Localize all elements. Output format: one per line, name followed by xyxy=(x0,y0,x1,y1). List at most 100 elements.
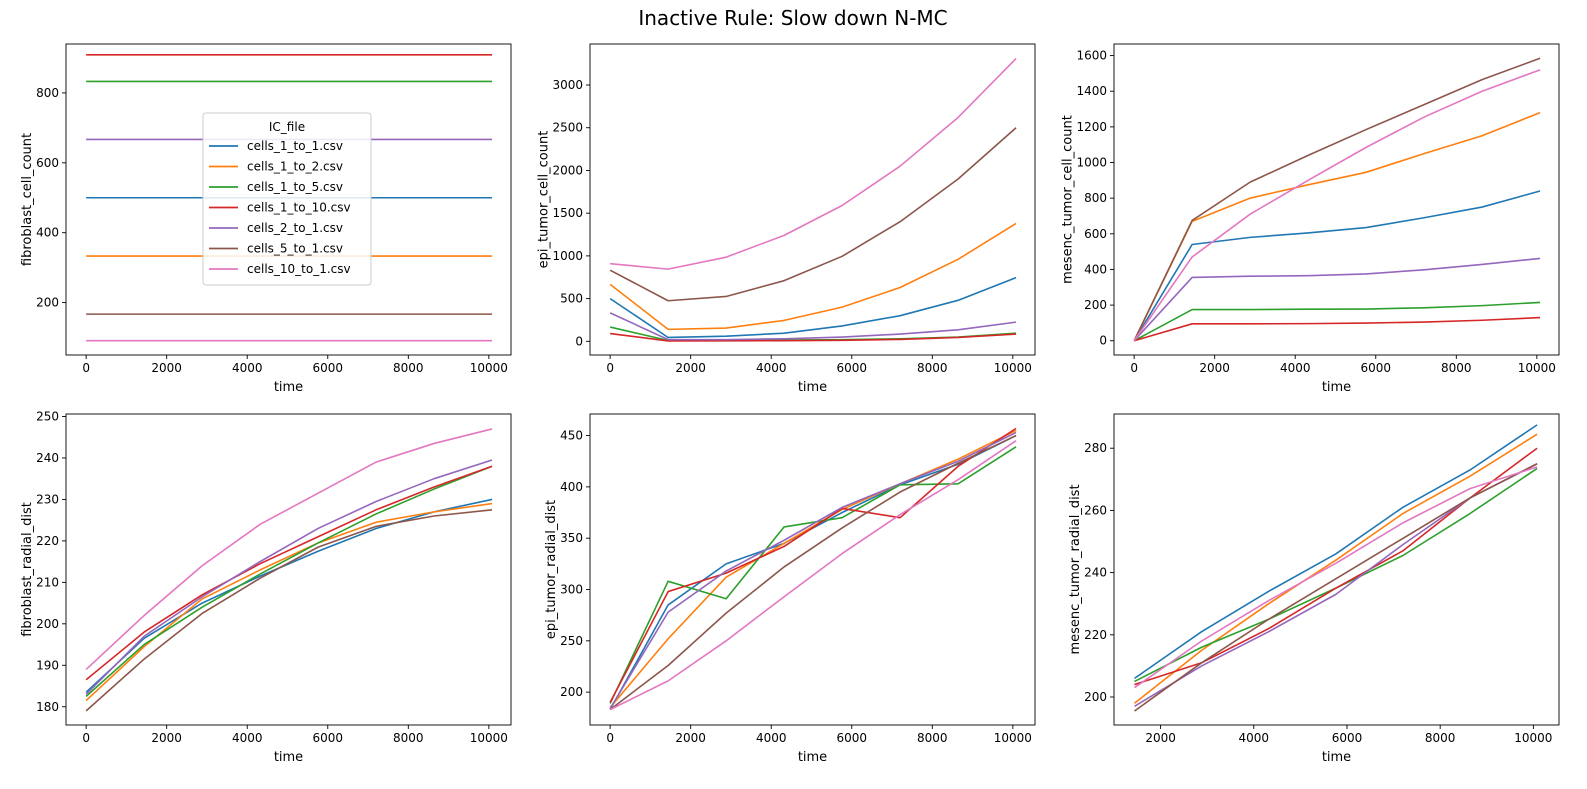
axes-frame xyxy=(1113,413,1560,726)
x-tick-label: 10000 xyxy=(470,731,508,745)
series-line xyxy=(609,427,1017,703)
x-axis-label: time xyxy=(798,750,827,765)
y-axis-label: mesenc_tumor_cell_count xyxy=(1061,115,1076,284)
y-tick-label: 240 xyxy=(36,451,59,465)
series-lines xyxy=(1134,424,1538,712)
series-line xyxy=(610,57,1017,270)
y-axis-label: epi_tumor_cell_count xyxy=(537,131,552,269)
x-tick-label: 8000 xyxy=(917,361,948,375)
x-tick-label: 4000 xyxy=(756,731,787,745)
legend-entry: cells_1_to_10.csv xyxy=(247,201,351,215)
x-tick-label: 2000 xyxy=(1145,731,1176,745)
x-tick-label: 6000 xyxy=(836,361,867,375)
axes-frame xyxy=(1113,43,1560,356)
series-line xyxy=(85,465,493,697)
series-line xyxy=(609,431,1017,709)
series-line xyxy=(609,434,1017,710)
x-tick-label: 8000 xyxy=(393,731,424,745)
series-line xyxy=(609,446,1017,704)
x-tick-label: 6000 xyxy=(1332,731,1363,745)
x-tick-label: 8000 xyxy=(917,731,948,745)
y-tick-label: 800 xyxy=(1084,191,1107,205)
series-line xyxy=(1133,316,1541,342)
subplot-1: 0 2000 4000 6000 8000 10000 200 400 600 800 time fi… xyxy=(20,43,512,395)
series-line xyxy=(1134,447,1538,686)
x-axis-label: time xyxy=(1322,750,1351,765)
series-line xyxy=(85,502,493,702)
y-tick-label: 1600 xyxy=(1076,49,1107,63)
x-tick-label: 10000 xyxy=(994,361,1032,375)
x-tick-label: 6000 xyxy=(312,361,343,375)
subplot-6: 2000 4000 6000 8000 10000 200 220 240 260 280 time… xyxy=(1068,413,1560,765)
y-tick-label: 1500 xyxy=(552,206,583,220)
y-tick-label: 260 xyxy=(1084,503,1107,517)
y-tick-label: 500 xyxy=(560,292,583,306)
y-tick-label: 220 xyxy=(1084,628,1107,642)
series-line xyxy=(85,508,493,712)
x-tick-label: 4000 xyxy=(1280,361,1311,375)
y-tick-label: 200 xyxy=(36,296,59,310)
y-tick-label: 250 xyxy=(36,409,59,423)
y-tick-label: 220 xyxy=(36,534,59,548)
axes-frame xyxy=(589,43,1036,356)
legend-title: IC_file xyxy=(269,120,305,134)
series-line xyxy=(609,440,1017,711)
legend-entry: cells_1_to_1.csv xyxy=(247,139,343,153)
legend-entry: cells_1_to_2.csv xyxy=(247,160,343,174)
x-tick-label: 0 xyxy=(82,731,90,745)
y-tick-label: 1400 xyxy=(1076,84,1107,98)
y-tick-label: 190 xyxy=(36,658,59,672)
y-tick-label: 600 xyxy=(36,156,59,170)
series-line xyxy=(1133,57,1541,342)
legend-entry: cells_5_to_1.csv xyxy=(247,242,343,256)
x-axis-label: time xyxy=(274,380,303,395)
series-lines xyxy=(85,428,493,712)
y-tick-label: 400 xyxy=(36,226,59,240)
y-tick-label: 280 xyxy=(1084,441,1107,455)
series-line xyxy=(1133,257,1541,342)
legend-box xyxy=(202,112,372,286)
x-axis-label: time xyxy=(274,750,303,765)
series-line xyxy=(1134,463,1538,712)
y-axis-label: fibroblast_cell_count xyxy=(20,133,35,266)
y-tick-label: 200 xyxy=(36,617,59,631)
y-tick-label: 210 xyxy=(36,575,59,589)
x-tick-label: 10000 xyxy=(1518,361,1556,375)
x-tick-label: 4000 xyxy=(1239,731,1270,745)
y-tick-label: 800 xyxy=(36,86,59,100)
legend-entry: cells_10_to_1.csv xyxy=(247,262,351,276)
subplots: 0 2000 4000 6000 8000 10000200400600800timefi… xyxy=(20,43,1560,765)
x-tick-label: 2000 xyxy=(1199,361,1230,375)
x-tick-label: 8000 xyxy=(1441,361,1472,375)
y-tick-label: 250 xyxy=(560,634,583,648)
y-tick-label: 180 xyxy=(36,700,59,714)
series-lines xyxy=(609,57,1017,342)
axes-frame xyxy=(65,413,512,726)
y-tick-label: 200 xyxy=(1084,690,1107,704)
y-tick-label: 2500 xyxy=(552,121,583,135)
y-tick-label: 1200 xyxy=(1076,120,1107,134)
legend-entry: cells_1_to_5.csv xyxy=(247,180,343,194)
series-line xyxy=(1133,69,1541,342)
series-line xyxy=(85,459,493,695)
axes-frame xyxy=(589,413,1036,726)
y-tick-label: 200 xyxy=(1084,298,1107,312)
y-tick-label: 350 xyxy=(560,531,583,545)
series-line xyxy=(1134,424,1538,680)
x-tick-label: 10000 xyxy=(994,731,1032,745)
subplot-5: 0 2000 4000 6000 8000 10000 200 250 300 350 400 450… xyxy=(544,413,1036,765)
x-tick-label: 8000 xyxy=(1425,731,1456,745)
series-line xyxy=(1134,467,1538,683)
y-tick-label: 230 xyxy=(36,492,59,506)
x-tick-label: 2000 xyxy=(151,731,182,745)
x-tick-label: 4000 xyxy=(756,361,787,375)
x-tick-label: 0 xyxy=(82,361,90,375)
y-tick-label: 1000 xyxy=(1076,156,1107,170)
series-line xyxy=(1134,463,1538,708)
legend-entry: cells_2_to_1.csv xyxy=(247,221,343,235)
y-axis-label: mesenc_tumor_radial_dist xyxy=(1068,484,1083,654)
y-tick-label: 1000 xyxy=(552,249,583,263)
series-line xyxy=(1133,301,1541,342)
legend: IC_file cells_1_to_1.csv cells_1_to_2.csvc… xyxy=(202,112,372,286)
